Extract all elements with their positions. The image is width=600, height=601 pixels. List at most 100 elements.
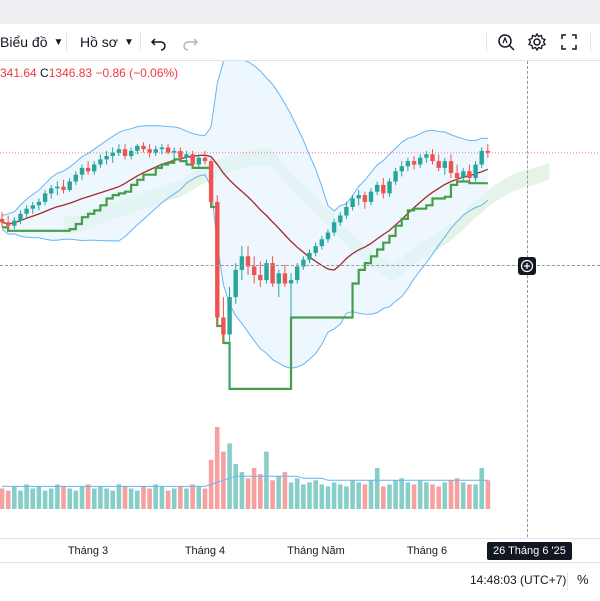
volume-bar: [104, 488, 109, 509]
ohlc-legend: 341.64 C1346.83 −0.86 (−0.06%): [0, 66, 178, 80]
chevron-down-icon: ▼: [53, 36, 64, 48]
candle-body: [454, 173, 460, 179]
candle-body: [36, 201, 42, 206]
volume-bar: [79, 486, 85, 509]
candle-body: [313, 246, 318, 253]
volume-bar: [153, 484, 158, 509]
candle-body: [245, 256, 251, 267]
volume-bar: [55, 484, 60, 509]
candle-body: [153, 149, 158, 153]
volume-bar: [368, 480, 374, 509]
bollinger-lower-line: [1, 174, 489, 369]
volume-bar: [92, 488, 97, 509]
volume-bar: [442, 482, 448, 509]
candle-body: [159, 147, 165, 150]
candle-body: [141, 145, 146, 150]
legend-close-label: C: [40, 66, 49, 80]
volume-bar: [399, 478, 404, 509]
volume-bar: [393, 480, 398, 509]
candle-body: [215, 201, 220, 318]
candle-body: [264, 263, 269, 281]
percent-scale-toggle[interactable]: %: [577, 572, 589, 587]
candle-body: [30, 205, 35, 209]
candle-body: [258, 275, 263, 281]
candle-body: [12, 220, 17, 226]
candle-body: [387, 181, 392, 194]
legend-change: −0.86 (−0.06%): [95, 66, 179, 80]
volume-bar: [344, 486, 349, 509]
toolbar-separator: [590, 33, 591, 51]
volume-bar: [141, 486, 146, 509]
volume-bar: [116, 484, 122, 509]
candle-body: [6, 222, 11, 226]
candle-body: [239, 256, 245, 270]
volume-bar: [245, 478, 251, 509]
chart-type-menu[interactable]: Biểu đồ ▼: [0, 24, 63, 60]
volume-bar: [350, 480, 355, 509]
volume-bar: [202, 488, 208, 509]
volume-bar: [227, 443, 232, 509]
volume-bar: [282, 472, 288, 509]
footer-separator: [567, 572, 568, 590]
candle-body: [461, 171, 466, 179]
add-alert-button[interactable]: [518, 257, 536, 275]
candle-body: [295, 266, 300, 281]
volume-bar: [67, 488, 72, 509]
candle-body: [362, 195, 368, 202]
crosshair-date-badge: 26 Tháng 6 '25: [487, 542, 572, 560]
time-axis-label: Tháng 4: [184, 545, 226, 557]
candle-body: [442, 161, 447, 168]
volume-bar: [48, 488, 54, 509]
volume-bar: [460, 482, 466, 509]
volume-bar: [294, 478, 300, 509]
candle-body: [73, 174, 78, 182]
toolbar-separator: [66, 33, 67, 51]
candle-body: [129, 150, 134, 156]
volume-bar: [258, 474, 263, 509]
fullscreen-icon[interactable]: [559, 32, 579, 52]
crosshair-horizontal: [0, 265, 600, 266]
volume-bar: [18, 490, 23, 509]
candle-body: [110, 152, 115, 156]
time-axis[interactable]: Tháng 3 Tháng 4 Tháng Năm Tháng 6 26 Thá…: [0, 538, 600, 563]
candle-body: [0, 218, 5, 223]
volume-bar: [374, 468, 380, 509]
volume-bar: [135, 490, 140, 509]
clock-timezone[interactable]: 14:48:03 (UTC+7): [470, 573, 567, 587]
undo-icon[interactable]: [149, 32, 169, 52]
candle-body: [331, 222, 337, 233]
volume-bar: [319, 484, 325, 509]
candle-body: [184, 154, 189, 158]
volume-bar: [387, 484, 392, 509]
candle-body: [381, 184, 386, 194]
candle-body: [98, 159, 103, 165]
legend-close-value: 1346.83: [48, 66, 93, 80]
gear-icon[interactable]: [527, 32, 547, 52]
volume-bar: [251, 468, 257, 509]
volume-bar: [448, 480, 454, 509]
candle-body: [18, 213, 23, 221]
candle-body: [276, 273, 281, 284]
candle-body: [356, 195, 361, 199]
redo-icon[interactable]: [180, 32, 200, 52]
candle-body: [190, 154, 195, 165]
candle-body: [350, 198, 355, 207]
price-chart[interactable]: [0, 61, 600, 537]
volume-bar: [424, 482, 429, 509]
volume-bar: [85, 484, 91, 509]
browser-top-strip: [0, 0, 600, 24]
candle-body: [393, 171, 398, 182]
zoom-search-icon[interactable]: [496, 32, 516, 52]
volume-bar: [288, 482, 294, 509]
toolbar-separator: [486, 33, 487, 51]
volume-bar: [5, 490, 11, 509]
candle-body: [178, 150, 183, 158]
profile-menu[interactable]: Hồ sơ ▼: [80, 24, 134, 60]
volume-ma-line: [2, 475, 488, 487]
candle-body: [430, 154, 435, 162]
plus-icon: [520, 259, 534, 273]
candle-body: [405, 161, 411, 167]
volume-bar: [301, 484, 306, 509]
volume-bar: [270, 480, 275, 509]
candle-body: [448, 161, 454, 173]
